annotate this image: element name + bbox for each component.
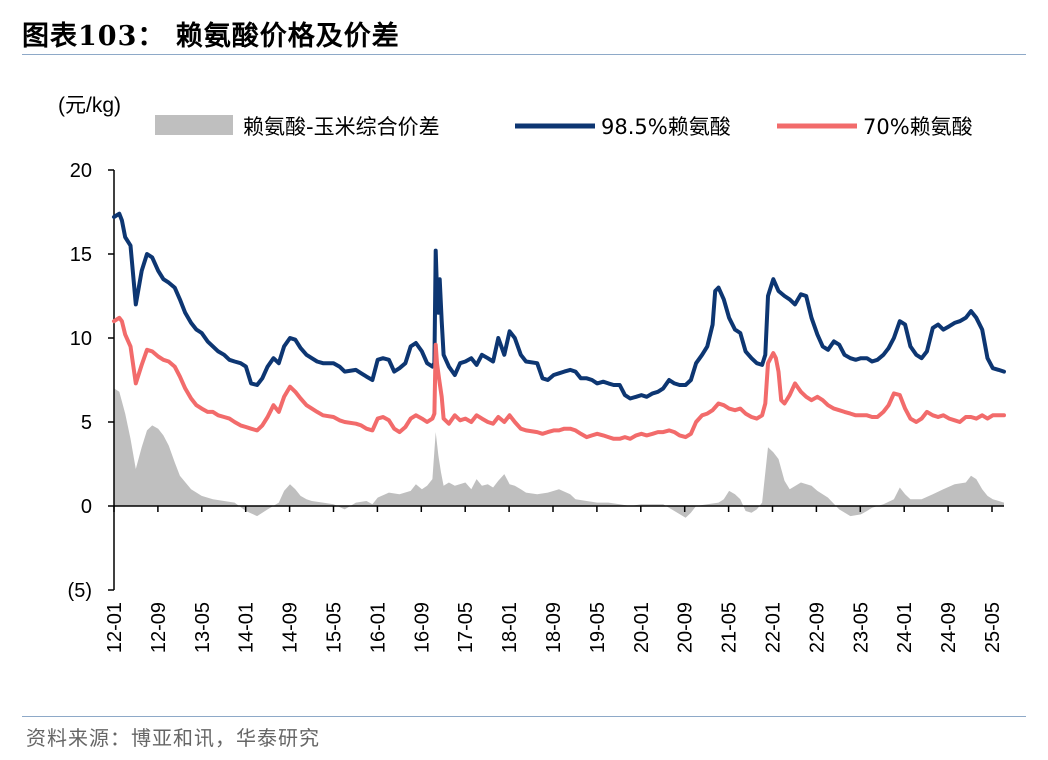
y-unit-label: (元/kg) [58,94,121,117]
x-tick-label: 13-05 [192,602,214,653]
legend-label-spread: 赖氨酸-玉米综合价差 [243,115,440,139]
y-tick-label: 20 [70,160,92,182]
x-tick-label: 16-09 [411,602,433,653]
x-tick-label: 20-09 [675,602,697,653]
tick-labels: 20 15 10 5 0 (5) 12-01 12-09 13-05 14-01 14-09 15-0… [58,94,1004,653]
y-tick-label: 10 [70,328,92,350]
y-tick-label: 5 [81,412,92,434]
axes [108,169,1004,591]
x-tick-label: 16-01 [367,602,389,653]
source-note: 资料来源：博亚和讯，华泰研究 [26,726,320,750]
series-lysine-98-5-line [112,211,1006,401]
legend-label-lysine-70: 70%赖氨酸 [863,115,973,139]
y-tick-label: 0 [81,496,92,518]
x-tick-label: 12-09 [148,602,170,653]
x-tick-label: 24-01 [894,602,916,653]
x-tick-label: 18-01 [499,602,521,653]
x-tick-label: 20-01 [631,602,653,653]
lysine-price-chart: 20 15 10 5 0 (5) 12-01 12-09 13-05 14-01 14-09 15-0… [58,94,1006,653]
x-tick-label: 25-05 [982,602,1004,653]
x-tick-label: 22-09 [806,602,828,653]
y-tick-label: (5) [68,580,92,602]
legend: 赖氨酸-玉米综合价差 98.5%赖氨酸 70%赖氨酸 [155,115,973,139]
figure-title: 图表103： 赖氨酸价格及价差 [22,21,400,52]
x-tick-label: 19-05 [587,602,609,653]
x-tick-label: 12-01 [104,602,126,653]
x-tick-label: 14-09 [280,602,302,653]
series-lysine-70-line [112,315,1006,441]
x-tick-label: 17-05 [455,602,477,653]
x-tick-label: 18-09 [543,602,565,653]
x-tick-label: 15-05 [324,602,346,653]
spread-area-series [114,388,1004,518]
footer-divider [22,716,1026,717]
series-spread-area [114,388,1004,518]
x-tick-label: 22-01 [763,602,785,653]
x-tick-label: 24-09 [938,602,960,653]
title-divider [22,54,1026,55]
price-line-series [112,211,1006,441]
x-tick-label: 14-01 [236,602,258,653]
x-tick-label: 23-05 [850,602,872,653]
y-tick-label: 15 [70,244,92,266]
legend-swatch-spread [155,115,233,135]
legend-label-lysine-98-5: 98.5%赖氨酸 [601,115,731,139]
x-tick-label: 21-05 [719,602,741,653]
